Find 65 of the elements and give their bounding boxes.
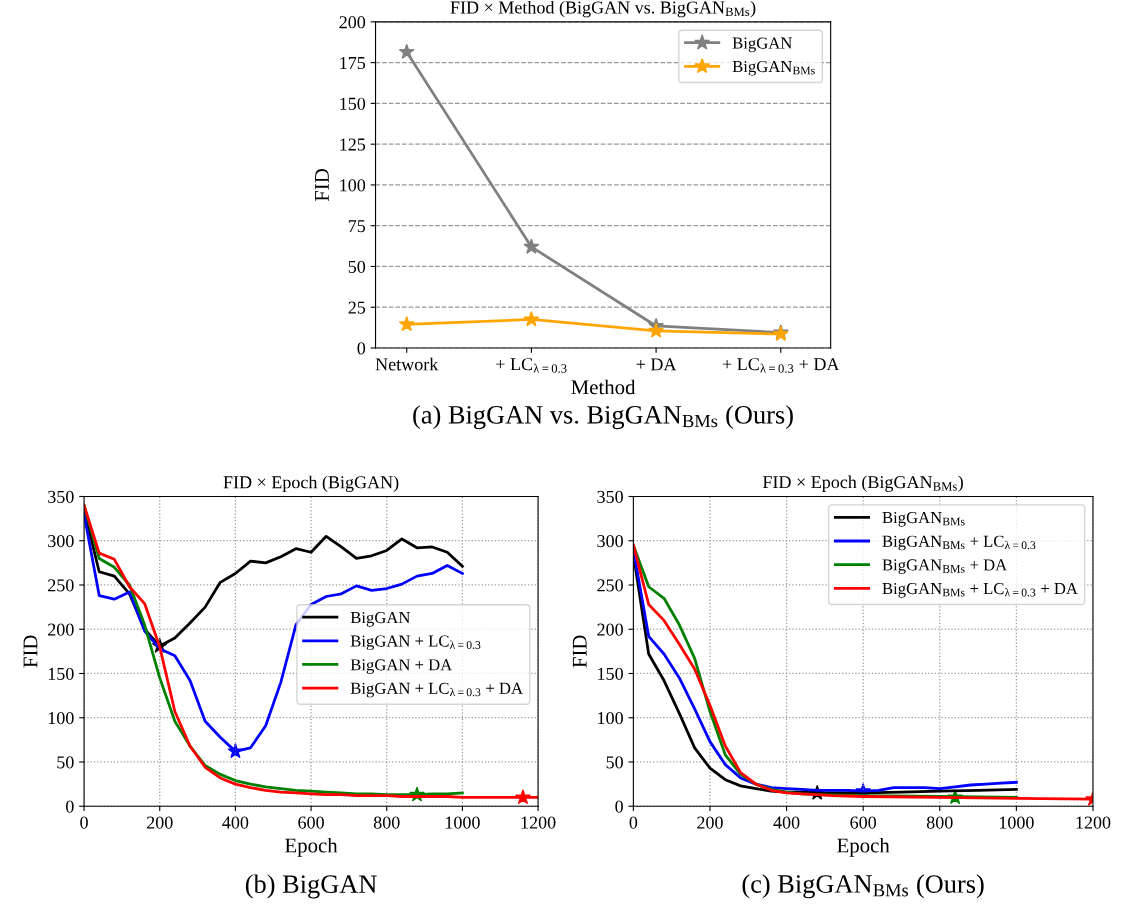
y-tick-label: 200 (48, 623, 74, 636)
x-tick-label: 600 (850, 816, 877, 829)
y-tick-label: 250 (597, 579, 623, 592)
legend-label: BigGAN$_{BMs}$ (732, 60, 815, 76)
legend-label: BigGAN (732, 37, 792, 53)
y-tick-label: 200 (339, 16, 366, 29)
y-axis-title: FID (315, 168, 329, 202)
y-axis-title: FID (572, 635, 587, 668)
x-tick-label: 0 (80, 816, 88, 829)
y-tick-label: 50 (57, 756, 74, 769)
y-tick-label: 300 (48, 535, 74, 548)
x-tick-label: 1000 (445, 816, 480, 829)
x-tick-label: 200 (697, 816, 723, 829)
x-tick-label: 200 (146, 816, 173, 829)
legend-label: BigGAN (350, 612, 411, 627)
y-tick-label: 100 (598, 712, 623, 725)
x-axis-title: Method (571, 379, 636, 395)
x-tick-label: Network (375, 357, 439, 371)
y-tick-label: 75 (348, 220, 366, 233)
y-tick-label: 100 (48, 712, 74, 725)
legend-label: BigGAN$_{BMs}$ + LC$_{λ=0.3}$ + DA (882, 582, 1078, 598)
x-tick-label: + LC$_{λ=0.3}$ + DA (722, 358, 840, 373)
y-tick-label: 300 (597, 535, 623, 548)
y-tick-label: 175 (340, 56, 366, 70)
y-tick-label: 200 (597, 623, 623, 636)
y-tick-label: 25 (348, 301, 366, 314)
x-tick-label: 400 (773, 816, 800, 829)
x-tick-label: 1200 (1076, 816, 1111, 829)
y-tick-label: 150 (48, 667, 74, 680)
text: (b) BigGAN (245, 874, 377, 899)
legend-label: BigGAN$_{BMs}$ + DA (882, 559, 1008, 574)
x-tick-label: 0 (629, 816, 638, 829)
y-tick-label: 150 (340, 97, 366, 110)
y-tick-label: 350 (597, 490, 623, 503)
legend-label: BigGAN + DA (350, 659, 453, 674)
legend-label: BigGAN + LC$_{λ=0.3}$ (350, 635, 481, 651)
legend-label: BigGAN + LC$_{λ=0.3}$ + DA (350, 682, 523, 698)
chart-title: FID × Method (BigGAN vs. BigGAN$_{BMs}$) (450, 0, 756, 18)
text: (c) BigGAN$_{BMs}$ (Ours) (742, 874, 984, 899)
x-tick-label: + DA (636, 358, 677, 371)
x-tick-label: 800 (926, 816, 953, 829)
y-tick-label: 150 (598, 667, 623, 680)
y-tick-label: 0 (615, 800, 623, 813)
y-tick-label: 50 (348, 260, 366, 273)
x-tick-label: 600 (298, 816, 324, 829)
chart-title: FID × Epoch (BigGAN$_{BMs}$) (762, 475, 963, 492)
legend-label: BigGAN$_{BMs}$ (882, 511, 965, 527)
legend-label: BigGAN$_{BMs}$ + LC$_{λ=0.3}$ (882, 535, 1036, 551)
y-tick-label: 50 (606, 756, 623, 769)
text: (a) BigGAN vs. BigGAN$_{BMs}$ (Ours) (413, 405, 793, 430)
x-axis-title: Epoch (285, 837, 338, 857)
y-tick-label: 100 (340, 179, 366, 192)
y-tick-label: 0 (357, 342, 366, 355)
x-tick-label: 1000 (999, 816, 1034, 829)
y-axis-title: FID (23, 635, 38, 668)
y-tick-label: 350 (48, 490, 74, 503)
chart-title: FID × Epoch (BigGAN) (223, 475, 399, 493)
x-tick-label: 1200 (521, 816, 556, 829)
x-tick-label: 400 (222, 816, 249, 829)
y-tick-label: 0 (66, 800, 74, 813)
x-axis-title: Epoch (837, 837, 890, 857)
y-tick-label: 250 (48, 579, 74, 592)
x-tick-label: 800 (373, 816, 400, 829)
y-tick-label: 125 (340, 138, 366, 151)
x-tick-label: + LC$_{λ=0.3}$ (496, 358, 567, 373)
